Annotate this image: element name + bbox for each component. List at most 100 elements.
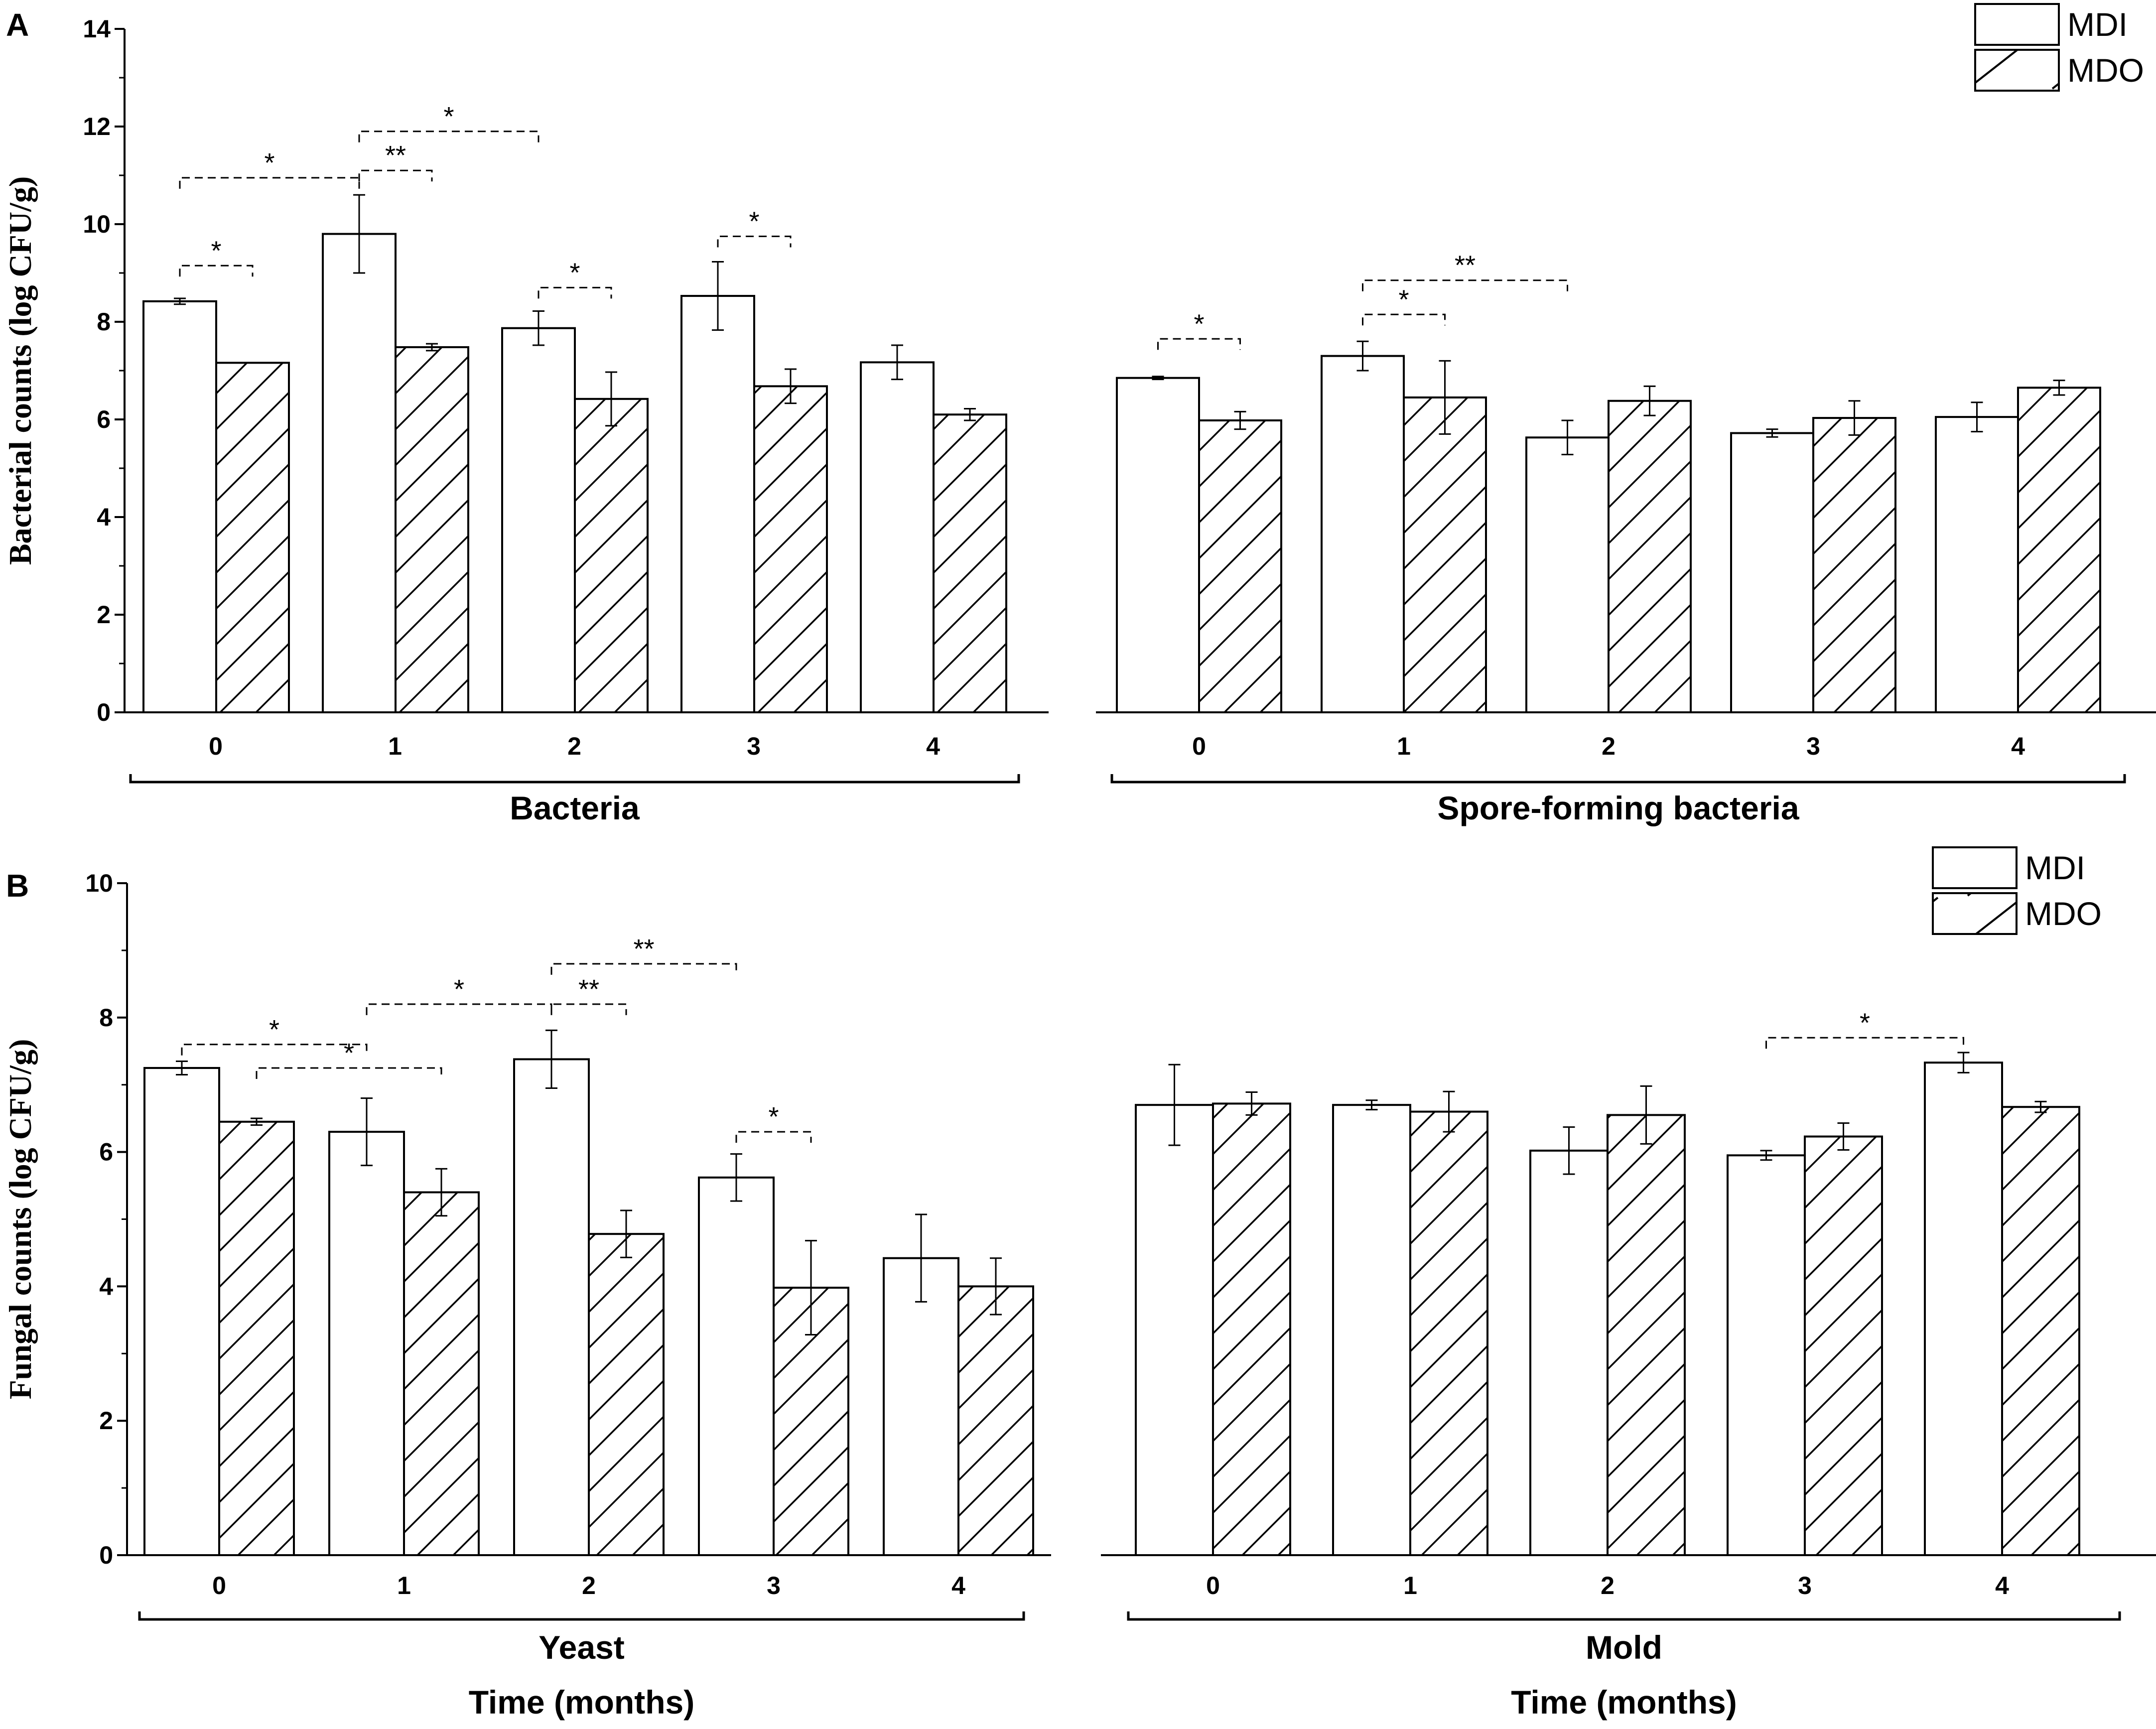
significance-bracket: [550, 1003, 627, 1015]
y-tick-label: 8: [97, 308, 111, 336]
significance-marker: *: [264, 148, 274, 178]
group-label: Spore-forming bacteria: [1437, 790, 1799, 826]
significance-marker: *: [768, 1102, 779, 1132]
x-tick-label: 3: [767, 1572, 781, 1599]
bar-mdo-2: [588, 1233, 665, 1556]
y-tick-label: 2: [97, 601, 111, 629]
significance-marker: *: [1194, 309, 1204, 339]
significance-bracket: [358, 169, 433, 182]
y-tick-label: 10: [83, 210, 111, 238]
group-label: Mold: [1586, 1629, 1662, 1666]
x-tick-label: 4: [1995, 1572, 2009, 1599]
x-tick-label: 4: [2011, 732, 2025, 760]
bar-mdi-4: [1924, 1062, 2003, 1557]
y-axis-label: Fungal counts (log CFU/g): [2, 1039, 38, 1400]
bar-mdo-2: [1607, 1114, 1686, 1556]
x-tick-label: 1: [1397, 732, 1411, 760]
x-axis-title: Time (months): [469, 1684, 694, 1721]
bar-mdo-4: [933, 413, 1007, 713]
bar-mdi-4: [1935, 416, 2019, 713]
bar-mdi-1: [328, 1131, 405, 1556]
bar-mdo-3: [1812, 417, 1896, 713]
x-tick-label: 0: [212, 1572, 226, 1599]
significance-marker: *: [1398, 284, 1409, 314]
x-tick-label: 1: [1403, 1572, 1417, 1599]
panel-letter-B: B: [6, 868, 29, 904]
significance-marker: *: [454, 974, 464, 1004]
bar-mdo-1: [1409, 1110, 1488, 1556]
bar-mdo-2: [574, 398, 649, 713]
significance-bracket: [179, 177, 360, 189]
bar-mdo-1: [403, 1191, 480, 1557]
group-bracket: [1127, 1611, 2121, 1621]
y-tick-label: 0: [99, 1541, 113, 1569]
legend-label-mdi: MDI: [2025, 849, 2085, 886]
significance-marker: **: [1455, 251, 1476, 280]
y-tick-label: 10: [85, 869, 113, 897]
x-tick-label: 3: [1806, 732, 1820, 760]
y-tick-label: 6: [97, 405, 111, 433]
significance-marker: *: [569, 258, 580, 287]
legend-swatch-mdi: [1932, 846, 2018, 889]
bar-mdi-3: [1730, 432, 1814, 713]
bar-mdo-0: [1198, 419, 1282, 713]
x-tick-label: 3: [747, 732, 761, 760]
x-tick-label: 4: [926, 732, 940, 760]
bar-mdo-1: [1403, 396, 1487, 713]
x-tick-label: 2: [1601, 1572, 1615, 1599]
y-tick-label: 0: [97, 698, 111, 726]
x-tick-label: 2: [582, 1572, 596, 1599]
significance-marker: *: [749, 207, 759, 237]
x-tick-label: 0: [1192, 732, 1206, 760]
bar-mdi-2: [1525, 436, 1610, 713]
bar-mdo-0: [215, 362, 290, 713]
x-tick-label: 4: [951, 1572, 965, 1599]
x-tick-label: 3: [1798, 1572, 1812, 1599]
x-tick-label: 1: [388, 732, 402, 760]
bar-mdi-3: [1727, 1154, 1806, 1556]
bar-mdi-3: [698, 1176, 775, 1557]
bar-mdi-0: [1116, 377, 1200, 713]
bar-mdi-0: [142, 300, 217, 713]
significance-bracket: [1157, 338, 1241, 350]
bar-mdi-3: [680, 295, 755, 713]
bar-mdo-4: [957, 1285, 1034, 1556]
y-tick-label: 4: [97, 503, 111, 531]
bar-mdo-0: [218, 1120, 295, 1556]
y-tick-label: 8: [99, 1004, 113, 1032]
legend-swatch-mdo: [1974, 49, 2060, 92]
significance-bracket: [538, 286, 612, 299]
x-tick-label: 2: [567, 732, 581, 760]
significance-marker: **: [633, 934, 654, 964]
group-bracket: [1110, 774, 2126, 784]
significance-bracket: [1765, 1037, 1964, 1049]
bar-mdo-3: [753, 385, 828, 713]
legend-label-mdo: MDO: [2025, 895, 2102, 932]
significance-marker: **: [385, 140, 406, 170]
significance-bracket: [181, 1044, 368, 1056]
x-tick-label: 0: [209, 732, 223, 760]
y-tick-label: 4: [99, 1272, 113, 1300]
significance-marker: *: [344, 1038, 354, 1068]
significance-bracket: [366, 1003, 552, 1015]
bar-mdo-0: [1212, 1102, 1291, 1556]
group-label: Yeast: [539, 1629, 624, 1666]
bar-mdi-2: [513, 1058, 590, 1556]
y-tick-label: 6: [99, 1138, 113, 1166]
bar-mdo-1: [395, 346, 469, 713]
significance-bracket: [550, 963, 737, 975]
significance-marker: **: [578, 974, 599, 1004]
bar-mdo-4: [2017, 387, 2101, 713]
x-axis-title: Time (months): [1511, 1684, 1737, 1721]
panel-letter-A: A: [6, 7, 29, 43]
significance-marker: *: [211, 236, 221, 266]
significance-marker: *: [1860, 1008, 1870, 1038]
significance-marker: *: [269, 1015, 279, 1045]
y-tick-label: 2: [99, 1407, 113, 1435]
legend-swatch-mdo: [1932, 892, 2018, 935]
significance-bracket: [1362, 279, 1568, 291]
bar-mdi-2: [1529, 1149, 1609, 1557]
bar-mdo-4: [2001, 1106, 2080, 1557]
significance-bracket: [256, 1067, 442, 1079]
